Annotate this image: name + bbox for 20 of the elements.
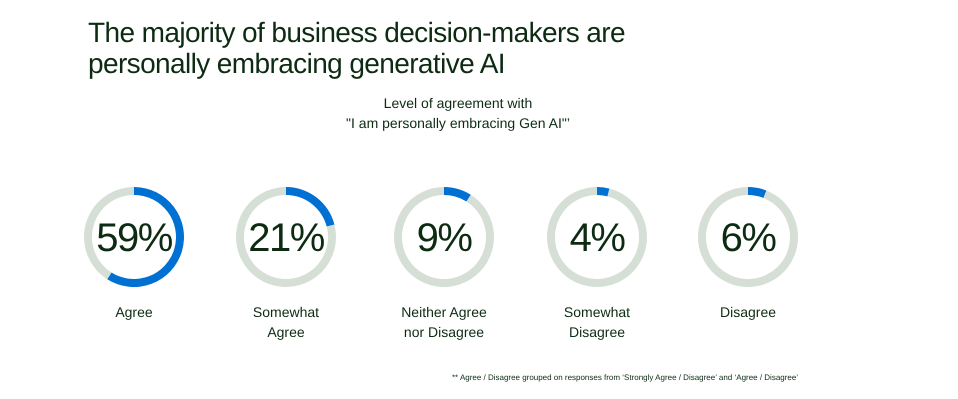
text: Somewhat Disagree: [564, 304, 630, 340]
donut-slice: [394, 187, 494, 287]
text: Somewhat Agree: [252, 304, 320, 340]
text: ** Agree / Disagree grouped on responses from ‘Strongly Agree / Disagree’ and ‘Agree / Disagree’: [452, 373, 798, 382]
text: 59%: [96, 216, 173, 260]
donut-slice: [748, 187, 766, 198]
donut-slice: [236, 187, 336, 287]
text: Agree: [115, 304, 153, 320]
text: 9%: [416, 216, 472, 260]
donut-slice: [698, 187, 798, 287]
text: 6%: [720, 216, 776, 260]
text: Disagree: [720, 304, 776, 320]
donut-slice: [547, 187, 647, 287]
donut-slice: [444, 187, 471, 202]
text: Level of agreement with "I am personally embracing Gen AI"’: [346, 95, 570, 131]
text: 21%: [248, 216, 325, 260]
text: Neither Agree nor Disagree: [401, 304, 488, 340]
text: The majority of business decision-makers are personally embracing generative AI: [88, 17, 625, 79]
text: 4%: [570, 216, 626, 260]
donut-slice: [597, 187, 610, 196]
